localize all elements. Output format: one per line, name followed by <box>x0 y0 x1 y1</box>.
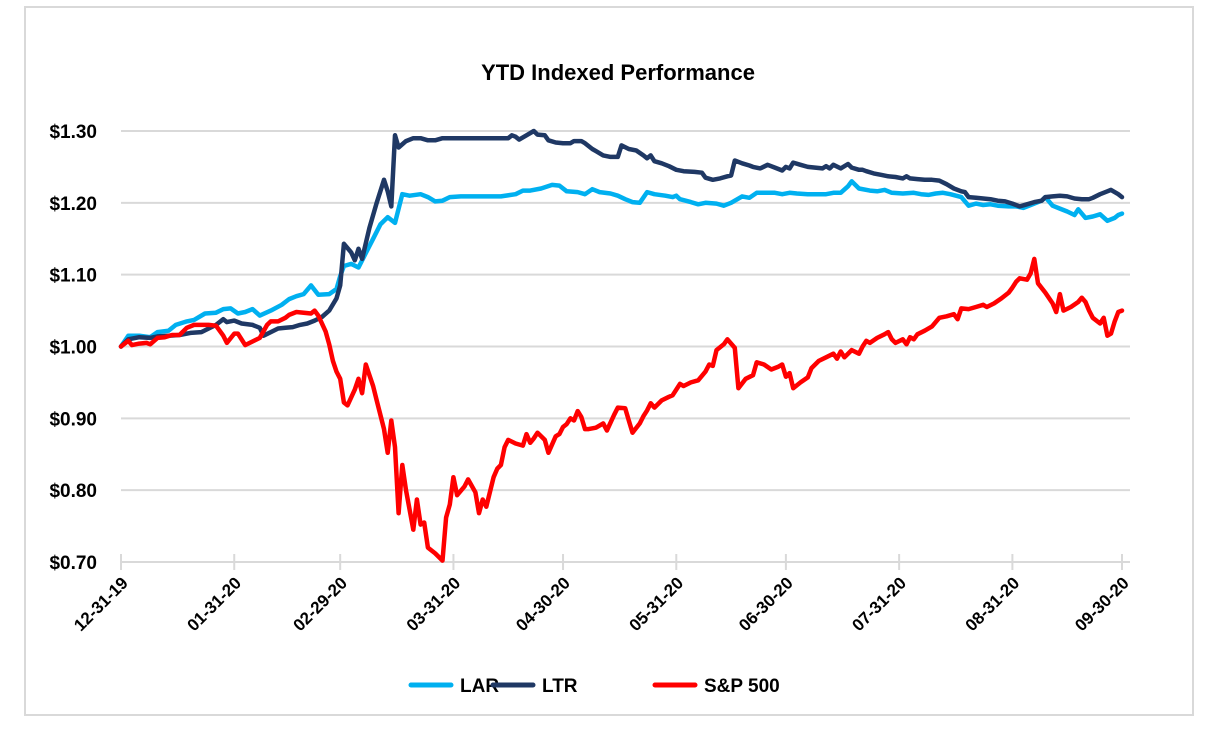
x-tick-label: 09-30-20 <box>1071 573 1133 635</box>
x-tick-label: 02-29-20 <box>289 573 351 635</box>
legend: LAR LTR S&P 500 <box>408 676 780 697</box>
y-tick-label: $1.00 <box>49 338 97 359</box>
y-axis-tick-labels: $0.70 $0.80 $0.90 $1.00 $1.10 $1.20 $1.30 <box>49 122 97 574</box>
y-tick-label: $0.70 <box>49 553 97 574</box>
y-tick-label: $0.90 <box>49 409 97 430</box>
y-tick-label: $1.20 <box>49 194 97 215</box>
x-tick-label: 07-31-20 <box>848 573 910 635</box>
legend-label: S&P 500 <box>704 676 780 697</box>
legend-item-s-p-500: S&P 500 <box>652 676 780 697</box>
x-tick-label: 06-30-20 <box>735 573 797 635</box>
series-line-s-p-500 <box>118 256 1125 563</box>
series-line-ltr <box>118 128 1125 349</box>
x-tick-label: 05-31-20 <box>626 573 688 635</box>
x-tick-label: 04-30-20 <box>512 573 574 635</box>
x-tick-label: 03-31-20 <box>403 573 465 635</box>
legend-label: LAR <box>460 676 499 697</box>
legend-label: LTR <box>542 676 578 697</box>
y-tick-label: $1.30 <box>49 122 97 143</box>
x-tick-label: 12-31-19 <box>70 573 132 635</box>
legend-item-ltr: LTR <box>490 676 578 697</box>
series-line-lar <box>118 179 1125 349</box>
x-axis: 12-31-19 01-31-20 02-29-20 03-31-20 04-30-20… <box>70 554 1133 635</box>
chart-title: YTD Indexed Performance <box>481 60 755 85</box>
y-tick-label: $1.10 <box>49 266 97 287</box>
chart-frame <box>24 6 1194 716</box>
series-lines <box>118 128 1125 563</box>
legend-item-lar: LAR <box>408 676 499 697</box>
gridlines <box>121 130 1130 492</box>
y-tick-label: $0.80 <box>49 481 97 502</box>
x-tick-label: 08-31-20 <box>962 573 1024 635</box>
x-tick-label: 01-31-20 <box>184 573 246 635</box>
